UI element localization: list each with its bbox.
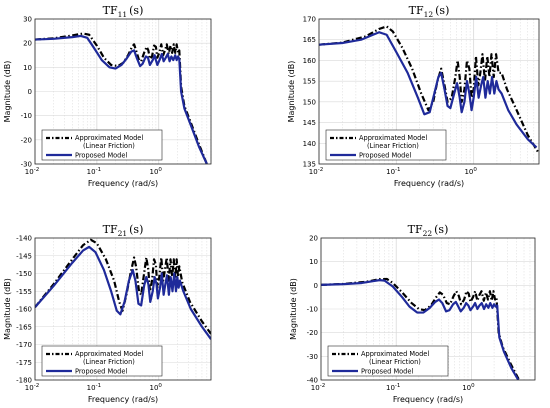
- legend-label-linear-friction: (Linear Friction): [367, 142, 419, 150]
- chart-title: TF11 (s): [103, 4, 144, 19]
- x-tick-label: 100: [462, 383, 475, 392]
- series-proposed-model: [321, 279, 520, 380]
- legend: Approximated Model(Linear Friction) Propo…: [41, 129, 163, 161]
- x-tick-label: 10-1: [386, 167, 400, 176]
- y-tick-label: 135: [303, 161, 316, 169]
- legend-label-proposed: Proposed Model: [75, 368, 127, 376]
- y-axis-label: Magnitude (dB): [289, 278, 298, 340]
- x-tick-label: 10-2: [25, 167, 39, 176]
- y-tick-label: -175: [16, 359, 32, 367]
- y-tick-label: -180: [16, 377, 32, 385]
- y-tick-label: -140: [16, 235, 32, 243]
- y-tick-label: -165: [16, 323, 32, 331]
- series-approximated-model: [321, 277, 521, 380]
- chart-panel-1: -30 -20 -10 0 10 20 30 10-2 10-1 100 Frequency (ra…: [3, 4, 212, 188]
- y-tick-label: -30: [21, 161, 32, 169]
- y-tick-label: 170: [303, 16, 316, 24]
- y-tick-label: 20: [23, 40, 32, 48]
- plot-frame: [34, 18, 212, 165]
- series-proposed-model: [35, 245, 211, 340]
- legend-label-approximated: Approximated Model: [75, 350, 143, 358]
- x-axis-label: Frequency (rad/s): [88, 395, 158, 404]
- x-axis-label: Frequency (rad/s): [393, 395, 463, 404]
- legend-label-proposed: Proposed Model: [75, 152, 127, 160]
- y-tick-label: 0: [314, 282, 318, 290]
- y-tick-label: -40: [307, 377, 318, 385]
- y-tick-label: -30: [307, 353, 318, 361]
- y-tick-label: -20: [21, 136, 32, 144]
- plot-frame: [34, 237, 212, 381]
- legend-box: [327, 345, 449, 377]
- legend-label-approximated: Approximated Model: [359, 134, 427, 142]
- x-tick-label: 10-2: [25, 383, 39, 392]
- y-tick-label: -10: [307, 306, 318, 314]
- x-tick-label: 100: [150, 383, 163, 392]
- y-tick-label: 10: [309, 258, 318, 266]
- series-approximated-model: [35, 32, 208, 164]
- plot-frame: [318, 18, 540, 165]
- chart-title: TF22 (s): [408, 223, 449, 238]
- series-proposed-model: [319, 31, 538, 149]
- chart-panel-4: -40 -30 -20 -10 0 10 20 10-2 10-1 100 Frequency (r…: [289, 223, 536, 404]
- legend-label-proposed: Proposed Model: [361, 368, 413, 376]
- x-tick-label: 10-1: [386, 383, 400, 392]
- legend-label-approximated: Approximated Model: [361, 350, 429, 358]
- y-tick-label: 155: [303, 78, 316, 86]
- x-tick-label: 10-1: [87, 167, 101, 176]
- y-tick-label: 140: [303, 140, 316, 148]
- y-tick-label: 20: [309, 235, 318, 243]
- y-tick-label: -150: [16, 270, 32, 278]
- y-tick-label: 30: [23, 16, 32, 24]
- chart-panel-3: -180 -175 -170 -165 -160 -155 -150 -145 -140 10-2…: [3, 223, 212, 404]
- y-tick-label: 10: [23, 64, 32, 72]
- series-approximated-model: [35, 238, 211, 335]
- chart-title: TF12 (s): [409, 4, 450, 19]
- legend-label-linear-friction: (Linear Friction): [83, 358, 135, 366]
- y-tick-label: -10: [21, 112, 32, 120]
- x-axis-label: Frequency (rad/s): [88, 179, 158, 188]
- x-tick-label: 10-1: [87, 383, 101, 392]
- y-tick-label: 165: [303, 36, 316, 44]
- x-tick-label: 10-2: [309, 167, 323, 176]
- x-tick-label: 10-2: [311, 383, 325, 392]
- y-tick-label: 145: [303, 119, 316, 127]
- y-tick-label: 0: [28, 88, 32, 96]
- series-proposed-model: [35, 34, 208, 164]
- legend-label-linear-friction: (Linear Friction): [369, 358, 421, 366]
- y-tick-label: -145: [16, 252, 32, 260]
- series-approximated-model: [319, 25, 539, 155]
- y-axis-label: Magnitude (dB): [3, 61, 12, 123]
- chart-panel-2: 135 140 145 150 155 160 165 170 10-2 10-1 100Frequ…: [287, 4, 540, 188]
- plot-frame: [320, 237, 536, 381]
- legend: Approximated Model(Linear Friction) Propo…: [41, 345, 163, 377]
- chart-title: TF21 (s): [103, 223, 144, 238]
- legend: Approximated Model(Linear Friction) Propo…: [327, 345, 449, 377]
- legend: Approximated Model(Linear Friction) Propo…: [325, 129, 447, 161]
- y-axis-label: Magnitude (dB): [287, 61, 296, 123]
- x-axis-label: Frequency (rad/s): [394, 179, 464, 188]
- y-tick-label: 160: [303, 57, 316, 65]
- y-tick-label: -170: [16, 341, 32, 349]
- y-tick-label: -155: [16, 288, 32, 296]
- x-tick-label: 100: [150, 167, 163, 176]
- y-tick-label: 150: [303, 98, 316, 106]
- legend-label-proposed: Proposed Model: [359, 152, 411, 160]
- y-tick-label: -20: [307, 329, 318, 337]
- y-axis-label: Magnitude (dB): [3, 278, 12, 340]
- x-tick-label: 100: [464, 167, 477, 176]
- legend-label-linear-friction: (Linear Friction): [83, 142, 135, 150]
- legend-label-approximated: Approximated Model: [75, 134, 143, 142]
- y-tick-label: -160: [16, 306, 32, 314]
